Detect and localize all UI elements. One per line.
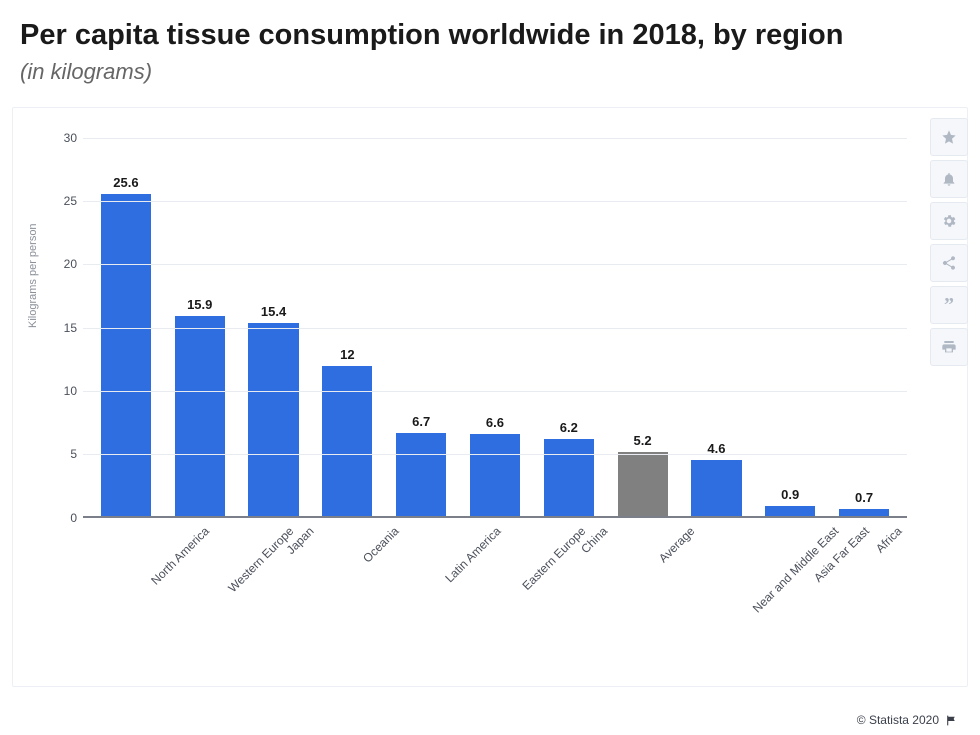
bar-value-label: 25.6 bbox=[113, 175, 138, 190]
quote-icon: ” bbox=[944, 295, 954, 315]
gridline bbox=[83, 328, 907, 329]
cite-button[interactable]: ” bbox=[930, 286, 968, 324]
bell-icon bbox=[941, 171, 957, 187]
chart-toolbar: ” bbox=[930, 118, 968, 366]
print-button[interactable] bbox=[930, 328, 968, 366]
gridline bbox=[83, 201, 907, 202]
bar-value-label: 0.9 bbox=[781, 487, 799, 502]
bar-value-label: 6.2 bbox=[560, 420, 578, 435]
y-tick-label: 20 bbox=[53, 257, 77, 271]
gridline bbox=[83, 138, 907, 139]
x-tick-label: Eastern Europe bbox=[519, 524, 588, 593]
x-tick-label: Africa bbox=[873, 524, 905, 556]
bar-rect[interactable] bbox=[618, 452, 668, 518]
x-label-slot: North America bbox=[89, 524, 163, 534]
x-label-slot: Oceania bbox=[310, 524, 384, 534]
share-icon bbox=[941, 255, 957, 271]
star-icon bbox=[941, 129, 957, 145]
bar-rect[interactable] bbox=[175, 316, 225, 517]
x-label-slot: Eastern Europe bbox=[458, 524, 532, 534]
share-button[interactable] bbox=[930, 244, 968, 282]
gear-icon bbox=[941, 213, 957, 229]
bar-rect[interactable] bbox=[322, 366, 372, 518]
x-tick-label: Western Europe bbox=[225, 524, 296, 595]
bar-rect[interactable] bbox=[544, 439, 594, 518]
y-tick-label: 5 bbox=[53, 447, 77, 461]
copyright-text: © Statista 2020 bbox=[857, 713, 939, 727]
flag-icon bbox=[945, 714, 958, 727]
bar-rect[interactable] bbox=[470, 434, 520, 518]
bar-value-label: 6.7 bbox=[412, 414, 430, 429]
notify-button[interactable] bbox=[930, 160, 968, 198]
y-tick-label: 10 bbox=[53, 384, 77, 398]
page-subtitle: (in kilograms) bbox=[20, 59, 960, 85]
chart-footer: © Statista 2020 bbox=[857, 713, 958, 727]
x-label-slot: Near and Middle East bbox=[680, 524, 754, 534]
chart-header: Per capita tissue consumption worldwide … bbox=[0, 0, 980, 93]
x-axis-labels: North AmericaWestern EuropeJapanOceaniaL… bbox=[83, 524, 907, 534]
x-label-slot: Western Europe bbox=[163, 524, 237, 534]
bar-value-label: 5.2 bbox=[634, 433, 652, 448]
y-tick-label: 0 bbox=[53, 511, 77, 525]
bar-value-label: 15.4 bbox=[261, 304, 286, 319]
x-label-slot: Africa bbox=[827, 524, 901, 534]
y-tick-label: 15 bbox=[53, 321, 77, 335]
bar-rect[interactable] bbox=[691, 460, 741, 518]
bar-value-label: 12 bbox=[340, 347, 354, 362]
chart-plot-area: 25.615.915.4126.76.66.25.24.60.90.7 0510… bbox=[83, 138, 907, 518]
bar-value-label: 6.6 bbox=[486, 415, 504, 430]
gridline bbox=[83, 454, 907, 455]
y-axis-label: Kilograms per person bbox=[27, 223, 39, 328]
x-label-slot: Japan bbox=[237, 524, 311, 534]
y-tick-label: 30 bbox=[53, 131, 77, 145]
x-label-slot: Latin America bbox=[384, 524, 458, 534]
settings-button[interactable] bbox=[930, 202, 968, 240]
bar-value-label: 4.6 bbox=[707, 441, 725, 456]
page-title: Per capita tissue consumption worldwide … bbox=[20, 18, 960, 53]
bar-rect[interactable] bbox=[248, 323, 298, 518]
bar-rect[interactable] bbox=[396, 433, 446, 518]
bar-rect[interactable] bbox=[101, 194, 151, 518]
chart-card: ” Kilograms per person 25.6 15.9 15.4 12 6.7… bbox=[12, 107, 968, 687]
gridline bbox=[83, 391, 907, 392]
x-label-slot: Asia Far East bbox=[753, 524, 827, 534]
x-label-slot: Average bbox=[606, 524, 680, 534]
bar-value-label: 15.9 bbox=[187, 297, 212, 312]
gridline bbox=[83, 264, 907, 265]
print-icon bbox=[941, 339, 957, 355]
y-tick-label: 25 bbox=[53, 194, 77, 208]
x-axis-line bbox=[83, 516, 907, 518]
x-label-slot: China bbox=[532, 524, 606, 534]
favorite-button[interactable] bbox=[930, 118, 968, 156]
bar-value-label: 0.7 bbox=[855, 490, 873, 505]
